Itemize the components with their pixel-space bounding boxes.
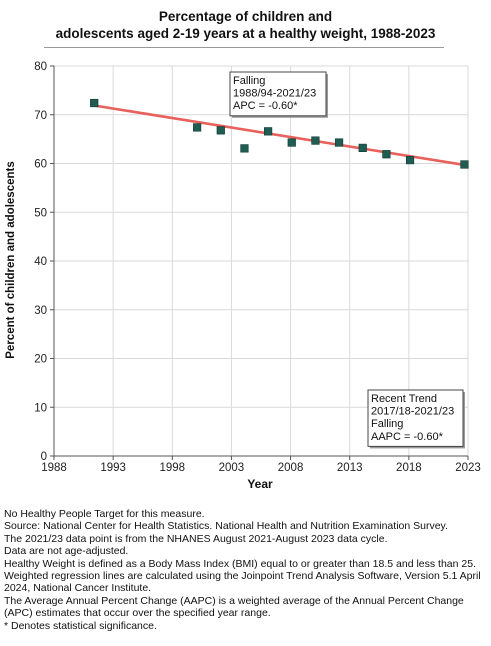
data-point	[382, 150, 391, 159]
axes	[50, 65, 469, 460]
annotation-box	[367, 389, 464, 447]
y-tick-label: 30	[34, 305, 47, 317]
chart-title: Percentage of children and adolescents a…	[0, 8, 491, 42]
y-tick-label: 70	[34, 110, 47, 122]
footnote-line: * Denotes statistical significance.	[4, 619, 157, 632]
y-tick-label: 20	[34, 354, 47, 366]
footnote-line: Data are not age-adjusted.	[4, 545, 129, 558]
tick-labels: 0 10 20 30 40 50 60 70 80 1988 1993 1998 2003 2008 201…	[34, 61, 481, 474]
y-tick-label: 60	[34, 159, 47, 171]
trend-line	[92, 104, 466, 167]
x-tick-label: 2008	[278, 462, 304, 474]
y-tick-label: 50	[34, 207, 47, 219]
chart-title-line-2: adolescents aged 2-19 years at a healthy…	[55, 26, 436, 41]
data-point	[193, 123, 202, 132]
y-tick-label: 0	[41, 451, 47, 463]
data-point	[334, 138, 344, 147]
annotation-text: Falling	[233, 75, 265, 87]
footnote-line: Source: National Center for Health Stati…	[4, 520, 448, 533]
annotation-box	[229, 71, 327, 117]
trend-line-group	[92, 104, 466, 167]
chart-area: 0 10 20 30 40 50 60 70 80 1988 1993 1998 2003 2008 201…	[5, 61, 481, 491]
annotation-text: 1988/94-2021/23	[233, 88, 316, 100]
x-tick-label: 1988	[41, 462, 67, 474]
footnote-line: Weighted regression lines are calculated…	[4, 570, 481, 595]
y-axis-label: Percent of children and adolescents	[5, 161, 17, 358]
data-points	[90, 98, 469, 169]
footnote-line: Healthy Weight is defined as a Body Mass…	[4, 557, 476, 570]
x-tick-label: 2018	[396, 462, 422, 474]
x-tick-label: 2013	[337, 462, 363, 474]
title-divider	[44, 47, 444, 48]
x-tick-label: 1998	[159, 462, 185, 474]
chart-title-line-1: Percentage of children and	[158, 9, 333, 24]
x-tick-label: 2003	[219, 462, 245, 474]
data-point	[216, 126, 225, 135]
y-tick-label: 10	[34, 402, 47, 414]
annotation-text: 2017/18-2021/23	[371, 406, 454, 418]
data-point	[287, 138, 296, 147]
x-axis-label: Year	[247, 477, 273, 491]
annotation-text: APC = -0.60*	[233, 100, 298, 112]
x-tick-label: 2023	[455, 462, 481, 474]
data-point	[405, 155, 415, 165]
data-point	[460, 160, 469, 169]
footnote-line: The Average Annual Percent Change (AAPC)…	[4, 594, 464, 620]
data-point	[263, 127, 273, 136]
data-point	[90, 98, 99, 108]
annotation-text: Recent Trend	[371, 393, 437, 405]
footnote-line: No Healthy People Target for this measur…	[4, 508, 205, 520]
data-point	[311, 136, 320, 145]
annotation-text: AAPC = -0.60*	[371, 431, 444, 443]
y-tick-label: 40	[34, 256, 47, 268]
data-point	[358, 143, 367, 153]
y-tick-label: 80	[34, 61, 47, 73]
footnotes: No Healthy People Target for this measur…	[4, 508, 488, 632]
annotation-text: Falling	[371, 418, 403, 430]
x-tick-label: 1993	[100, 462, 126, 474]
data-point	[240, 144, 249, 153]
footnote-line: The 2021/23 data point is from the NHANE…	[4, 532, 388, 545]
